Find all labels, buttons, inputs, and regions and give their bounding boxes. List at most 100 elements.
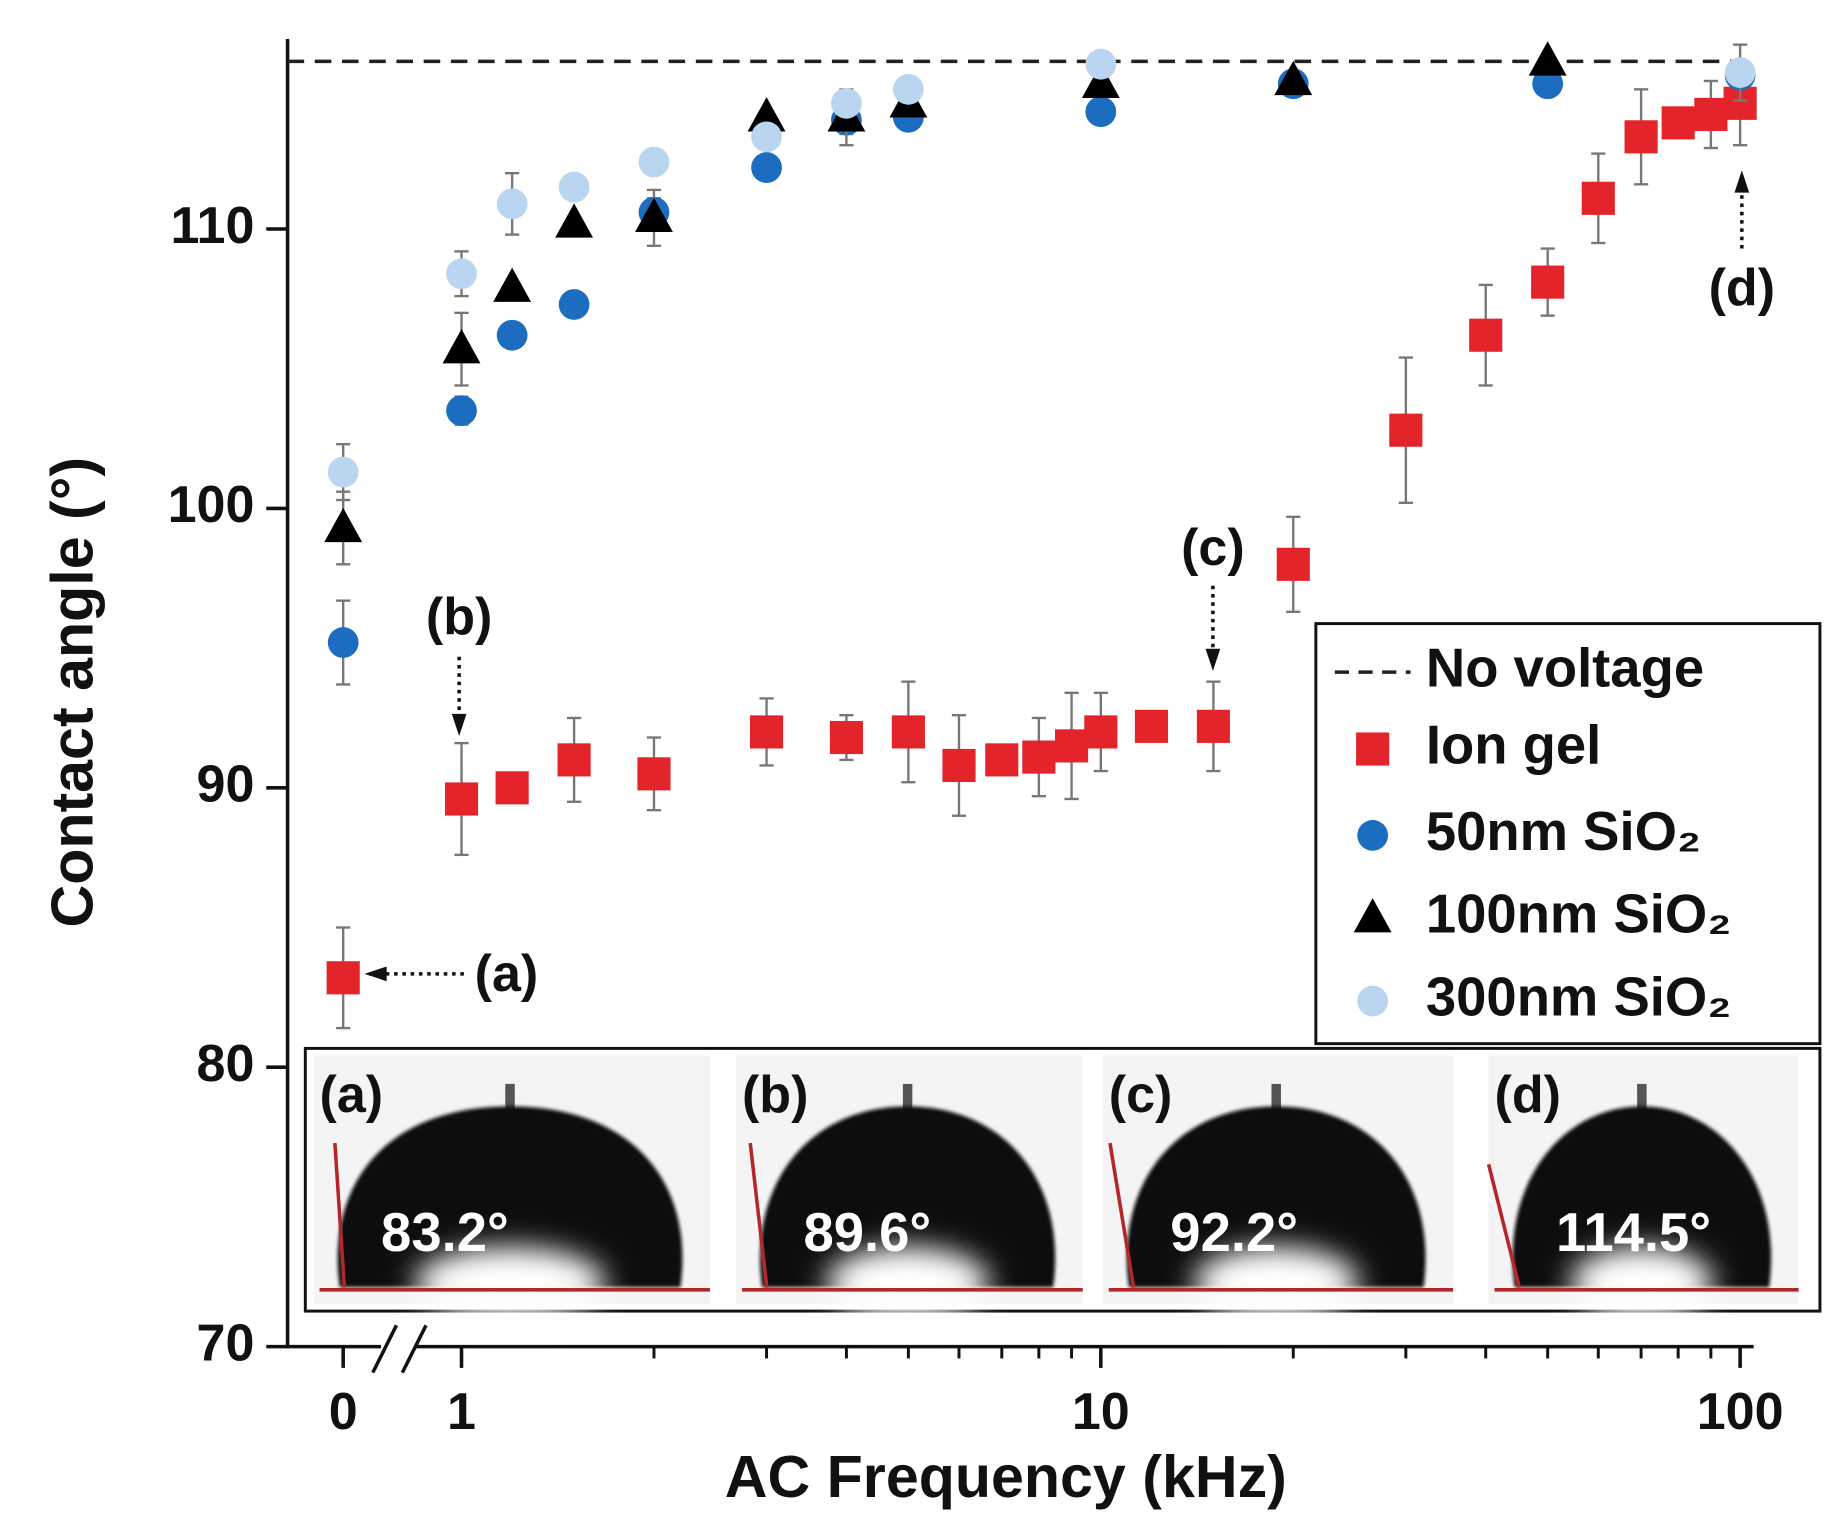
marker (1196, 709, 1230, 743)
x-tick-label: 100 (1697, 1383, 1784, 1441)
marker (444, 782, 479, 816)
inset-label: (b) (742, 1066, 808, 1124)
marker (1134, 709, 1169, 743)
droplet (1126, 1106, 1426, 1288)
marker (1661, 106, 1695, 140)
marker (555, 203, 594, 238)
axis-break (400, 1324, 428, 1374)
marker (1276, 547, 1310, 581)
droplet (337, 1106, 683, 1288)
marker (446, 258, 477, 290)
legend-label: Ion gel (1426, 714, 1601, 775)
marker (327, 627, 359, 658)
marker (749, 715, 784, 749)
marker (496, 188, 528, 220)
marker (1389, 413, 1423, 447)
legend-swatch (1353, 898, 1392, 933)
marker (1022, 740, 1056, 774)
marker (751, 152, 782, 183)
marker (751, 121, 782, 153)
y-tick-label: 100 (168, 476, 255, 534)
marker (942, 748, 976, 783)
inset-angle: 92.2° (1170, 1202, 1298, 1263)
tangent (748, 1142, 769, 1288)
marker (892, 73, 924, 105)
marker (1081, 63, 1120, 98)
legend-label: No voltage (1426, 637, 1704, 698)
inset-angle: 83.2° (381, 1202, 509, 1263)
marker (1624, 120, 1658, 154)
marker (747, 97, 786, 132)
inset-label: (a) (320, 1066, 384, 1124)
axis-break (371, 1324, 399, 1374)
marker (326, 961, 360, 995)
y-tick-label: 70 (197, 1314, 255, 1372)
arrow-head (1205, 648, 1221, 671)
marker (442, 329, 481, 364)
x-axis-label: AC Frequency (kHz) (725, 1443, 1287, 1510)
x-tick-label: 10 (1072, 1383, 1130, 1441)
marker (1581, 181, 1615, 215)
marker (1084, 715, 1118, 749)
marker (495, 771, 529, 805)
needle (902, 1083, 913, 1115)
y-axis-label: Contact angle (°) (39, 457, 106, 928)
inset-angle: 114.5° (1556, 1202, 1711, 1263)
x-tick-label: 1 (447, 1383, 476, 1441)
marker (493, 267, 532, 302)
marker (558, 171, 590, 203)
legend-label: 100nm SiO₂ (1426, 884, 1732, 945)
marker (1531, 265, 1565, 299)
marker (1085, 48, 1117, 80)
legend (1314, 622, 1822, 1046)
annotation: (c) (1181, 519, 1245, 577)
marker (1528, 41, 1567, 76)
droplet (760, 1106, 1056, 1288)
marker (496, 319, 528, 351)
inset-label: (c) (1109, 1066, 1173, 1124)
tangent (333, 1142, 347, 1288)
marker (635, 197, 673, 233)
marker (557, 743, 591, 777)
marker (1532, 68, 1564, 100)
legend-swatch (1356, 732, 1390, 766)
legend-label: 50nm SiO₂ (1426, 801, 1701, 862)
marker (891, 715, 925, 749)
x-tick-label: 0 (329, 1383, 358, 1441)
droplet-highlight (414, 1247, 606, 1319)
legend-label: 300nm SiO₂ (1426, 966, 1732, 1027)
annotation: (d) (1709, 259, 1775, 317)
droplet-highlight (1193, 1247, 1359, 1319)
marker (637, 757, 671, 791)
marker (638, 146, 670, 178)
needle (1271, 1083, 1281, 1115)
marker (829, 720, 863, 755)
marker (1055, 729, 1089, 763)
marker (1274, 60, 1313, 96)
tangent (1108, 1142, 1136, 1288)
y-tick-label: 90 (197, 756, 255, 814)
arrow-head (1734, 170, 1750, 193)
marker (985, 743, 1019, 777)
marker (1694, 97, 1728, 132)
inset-angle: 89.6° (803, 1202, 931, 1263)
needle (1637, 1083, 1647, 1115)
marker (324, 507, 363, 543)
marker (446, 395, 477, 427)
annotation: (a) (475, 945, 539, 1003)
needle (505, 1083, 515, 1115)
annotation: (b) (426, 588, 492, 646)
y-tick-label: 110 (170, 197, 254, 255)
inset-label: (d) (1495, 1066, 1561, 1124)
droplet-highlight (826, 1247, 990, 1319)
marker (831, 87, 862, 119)
y-tick-label: 80 (197, 1035, 255, 1093)
legend-swatch (1357, 985, 1389, 1017)
marker (327, 456, 359, 488)
marker (1085, 96, 1117, 128)
marker (1724, 57, 1756, 88)
droplet (1512, 1106, 1772, 1288)
arrow-head (364, 966, 387, 982)
